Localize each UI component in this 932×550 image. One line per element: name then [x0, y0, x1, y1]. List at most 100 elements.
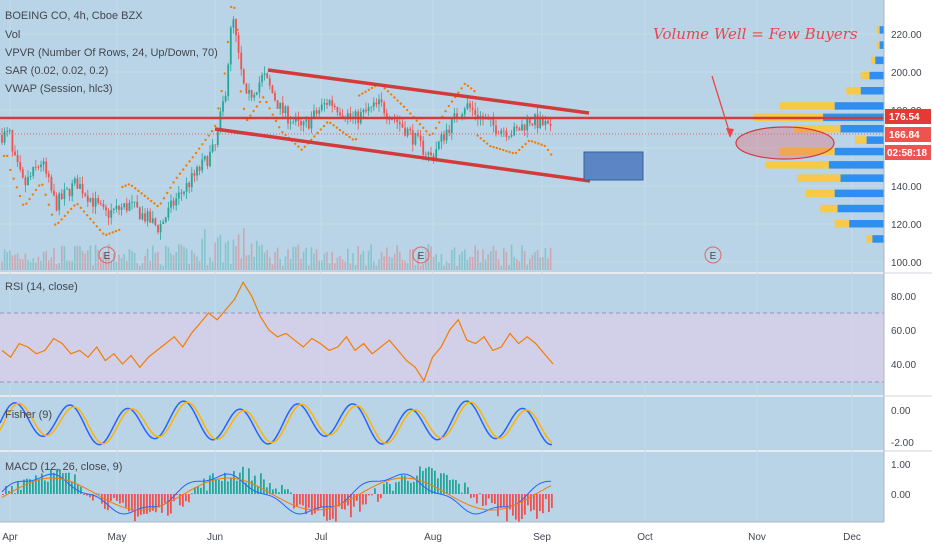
macd-histogram-bar [248, 468, 250, 494]
volume-bar [474, 245, 476, 270]
candle-body [422, 140, 425, 155]
macd-histogram-bar [512, 494, 514, 516]
volume-bar [482, 249, 484, 270]
sar-dot [489, 144, 492, 148]
volume-bar [261, 244, 263, 270]
candle-body [536, 114, 539, 129]
volume-bar [464, 249, 466, 270]
sar-dot [34, 188, 38, 192]
volume-bar [35, 262, 37, 270]
channel-upper-line[interactable] [267, 68, 590, 115]
sar-dot [73, 204, 76, 207]
candle-body [214, 144, 217, 146]
volume-well-ellipse[interactable] [735, 126, 835, 160]
sar-dot [268, 107, 271, 110]
macd-line [1, 473, 552, 515]
candle-body [313, 110, 315, 118]
earnings-marker-apr[interactable]: E [98, 246, 116, 264]
volume-bar [497, 259, 500, 270]
sar-dot [463, 82, 466, 86]
annotation-arrow[interactable] [711, 75, 731, 135]
macd-histogram-bar [410, 482, 412, 494]
candle-body [242, 69, 245, 84]
fisher-axis[interactable]: 0.00 -2.00 [891, 406, 914, 449]
candle-body [521, 124, 523, 131]
earnings-marker-jul[interactable]: E [412, 246, 430, 264]
candle-body [380, 99, 383, 103]
volume-bar [6, 252, 8, 270]
volume-bar [24, 253, 27, 270]
candle-body [196, 166, 198, 176]
sar-dot [319, 128, 322, 131]
candle-body [131, 201, 133, 203]
price-axis-bg [884, 0, 932, 550]
candle-body [8, 130, 11, 132]
candle-body [209, 151, 211, 166]
candle-body [128, 202, 131, 211]
vpvr-row-up [849, 220, 884, 228]
legend-vol[interactable]: Vol [5, 29, 20, 41]
macd-histogram-bar [539, 494, 541, 512]
candle-body [21, 169, 24, 178]
volume-bar [349, 263, 352, 270]
candle-body [151, 218, 154, 223]
volume-bar [32, 258, 34, 270]
legend-vpvr[interactable]: VPVR (Number Of Rows, 24, Up/Down, 70) [5, 47, 218, 59]
macd-histogram-bar [188, 494, 190, 503]
candle-body [60, 193, 63, 199]
rsi-axis[interactable]: 80.00 60.00 40.00 [891, 292, 916, 371]
volume-bar [308, 265, 310, 270]
candle-body [495, 125, 497, 134]
time-axis[interactable]: Apr May Jun Jul Aug Sep Oct Nov Dec [2, 532, 861, 543]
candle-body [105, 207, 107, 211]
level-price-tag[interactable]: 176.54 [885, 109, 931, 124]
candle-body [53, 190, 55, 196]
volume-bar [14, 254, 16, 270]
earnings-marker-oct[interactable]: E [704, 246, 722, 264]
candle-body [89, 198, 92, 202]
target-box[interactable] [583, 151, 644, 181]
svg-text:176.54: 176.54 [889, 112, 920, 123]
rsi-pane-title[interactable]: RSI (14, close) [5, 281, 78, 293]
legend-vwap[interactable]: VWAP (Session, hlc3) [5, 83, 113, 95]
macd-histogram-bar [149, 494, 151, 513]
macd-histogram-bar [494, 494, 496, 504]
candle-body [250, 89, 253, 98]
sar-dot [310, 138, 313, 142]
macd-histogram-bar [134, 494, 136, 522]
channel-lower-line[interactable] [214, 127, 591, 183]
macd-histogram-bar [122, 494, 124, 503]
macd-histogram-bar [437, 478, 439, 494]
macd-histogram-bar [11, 486, 13, 494]
macd-histogram-bar [65, 472, 67, 494]
macd-axis[interactable]: 1.00 0.00 [891, 460, 911, 501]
volume-bar [445, 261, 448, 270]
candle-body [81, 183, 84, 194]
volume-bar [50, 257, 53, 270]
volume-bar [328, 263, 331, 270]
macd-histogram-bar [209, 475, 211, 494]
time-tick: May [108, 532, 127, 543]
fisher-pane-title[interactable]: Fisher (9) [5, 409, 52, 421]
sar-dot [540, 143, 543, 146]
volume-bar [11, 255, 14, 270]
volume-bar [256, 240, 258, 270]
sar-dot [217, 107, 220, 110]
macd-tick: 0.00 [891, 490, 911, 501]
sar-dot [18, 194, 22, 198]
last-price-tag[interactable]: 166.84 [885, 127, 931, 142]
annotation-arrow-head [726, 128, 734, 138]
macd-histogram-bar [239, 472, 241, 494]
candle-body [50, 177, 53, 191]
sar-dot [278, 126, 281, 129]
sar-dot [505, 149, 508, 153]
volume-bar [510, 244, 513, 270]
legend-sar[interactable]: SAR (0.02, 0.02, 0.2) [5, 65, 108, 77]
volume-bar [154, 252, 157, 270]
sar-dot [223, 72, 226, 75]
candle-body [73, 178, 76, 184]
symbol-title[interactable]: BOEING CO, 4h, Cboe BZX [5, 10, 143, 22]
vpvr-row-up [879, 41, 884, 49]
macd-pane-title[interactable]: MACD (12, 26, close, 9) [5, 461, 122, 473]
candle-body [6, 131, 9, 132]
